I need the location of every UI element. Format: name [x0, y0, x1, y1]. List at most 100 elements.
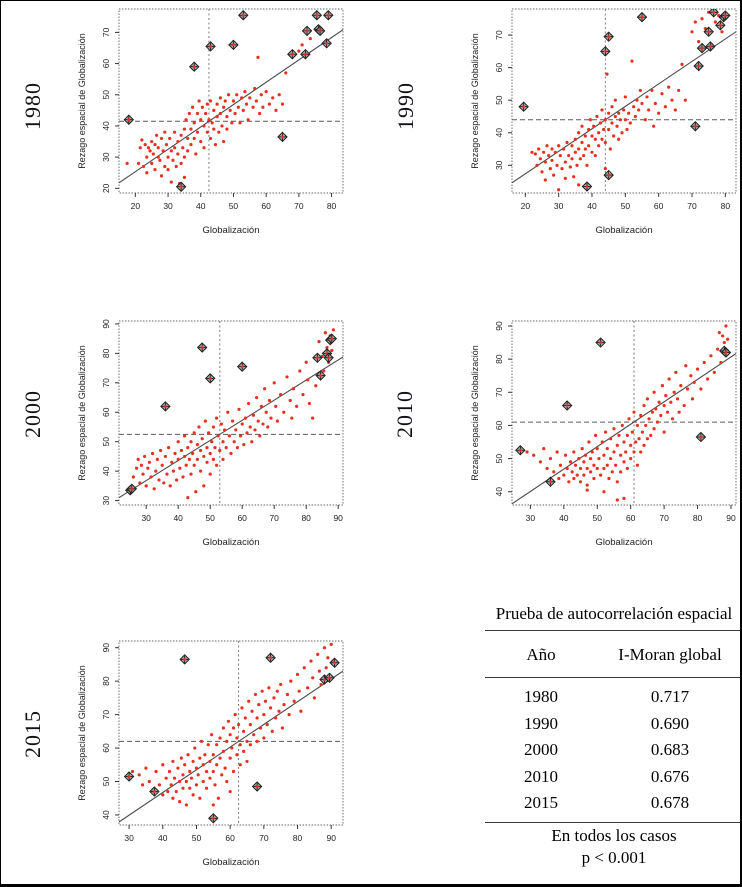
- svg-text:30: 30: [494, 160, 504, 170]
- table-cell-year: 2000: [524, 740, 558, 759]
- table-header-row: Año I-Moran global: [485, 645, 740, 665]
- svg-text:80: 80: [101, 348, 111, 358]
- svg-text:80: 80: [693, 513, 703, 523]
- svg-text:60: 60: [626, 513, 636, 523]
- svg-text:Globalización: Globalización: [202, 225, 259, 236]
- svg-text:50: 50: [101, 437, 111, 447]
- table-row: 2010 0.676: [485, 764, 740, 791]
- svg-text:30: 30: [101, 496, 111, 506]
- table-footer: En todos los casos p < 0.001: [485, 825, 740, 869]
- table-header-value: I-Moran global: [618, 645, 722, 664]
- svg-text:90: 90: [333, 513, 343, 523]
- svg-text:40: 40: [173, 513, 183, 523]
- table-title: Prueba de autocorrelación espacial: [495, 604, 733, 623]
- table-cell-year: 2015: [524, 793, 558, 812]
- svg-text:20: 20: [521, 201, 531, 211]
- svg-text:30: 30: [554, 201, 564, 211]
- scatter-plot-2010: 30 40 50 60 70 80 90 40 50 60 70 80 90 Globalización R…: [464, 313, 740, 557]
- table-rule-top: [485, 630, 740, 631]
- year-label-1980: 1980: [20, 82, 45, 130]
- svg-text:70: 70: [494, 30, 504, 40]
- svg-text:50: 50: [593, 513, 603, 523]
- svg-text:60: 60: [101, 743, 111, 753]
- svg-text:60: 60: [101, 59, 111, 69]
- table-cell-value: 0.690: [650, 713, 690, 733]
- svg-text:50: 50: [494, 95, 504, 105]
- scatter-plot-1990: 20 30 40 50 60 70 80 30 40 50 60 70 Globalización Rez…: [464, 1, 740, 245]
- svg-text:50: 50: [205, 513, 215, 523]
- svg-text:90: 90: [101, 319, 111, 329]
- scatter-plot-2000: 30 40 50 60 70 80 90 30 40 50 60 70 80 90 Globalizació…: [71, 313, 349, 557]
- table-rule-bottom: [485, 821, 740, 823]
- svg-text:60: 60: [494, 420, 504, 430]
- svg-text:90: 90: [101, 643, 111, 653]
- svg-text:60: 60: [101, 407, 111, 417]
- year-label-2010: 2010: [392, 390, 417, 438]
- table-body: 1980 0.717 1990 0.690 2000 0.683 2010 0.…: [485, 684, 740, 817]
- svg-text:Rezago espacial de Globalizaci: Rezago espacial de Globalización: [470, 33, 480, 169]
- svg-text:40: 40: [196, 201, 206, 211]
- svg-text:80: 80: [494, 354, 504, 364]
- svg-text:40: 40: [494, 128, 504, 138]
- table-row: 1990 0.690: [485, 711, 740, 738]
- autocorrelation-table: Prueba de autocorrelación espacial Año I…: [485, 603, 740, 869]
- year-label-2000: 2000: [20, 390, 45, 438]
- table-footer-line2: p < 0.001: [581, 847, 647, 867]
- svg-text:Rezago espacial de Globalizaci: Rezago espacial de Globalización: [470, 345, 480, 481]
- table-cell-value: 0.683: [650, 740, 690, 759]
- svg-text:60: 60: [261, 201, 271, 211]
- svg-text:80: 80: [101, 676, 111, 686]
- svg-text:90: 90: [726, 513, 736, 523]
- svg-text:90: 90: [326, 833, 336, 843]
- svg-text:70: 70: [101, 710, 111, 720]
- svg-text:70: 70: [294, 201, 304, 211]
- svg-text:30: 30: [141, 513, 151, 523]
- svg-text:80: 80: [721, 201, 731, 211]
- svg-text:50: 50: [229, 201, 239, 211]
- svg-text:70: 70: [659, 513, 669, 523]
- svg-text:30: 30: [163, 201, 173, 211]
- table-rule-header: [485, 677, 740, 678]
- svg-text:50: 50: [192, 833, 202, 843]
- svg-text:70: 70: [101, 27, 111, 37]
- svg-text:60: 60: [237, 513, 247, 523]
- svg-text:40: 40: [494, 487, 504, 497]
- table-cell-year: 1990: [524, 713, 558, 733]
- svg-text:Rezago espacial de Globalizaci: Rezago espacial de Globalización: [77, 665, 87, 801]
- svg-text:70: 70: [494, 387, 504, 397]
- svg-text:Globalización: Globalización: [202, 537, 259, 548]
- scatter-plot-2015: 30 40 50 60 70 80 90 40 50 60 70 80 90 Globalización R…: [71, 633, 349, 877]
- table-row: 2015 0.678: [485, 790, 740, 817]
- table-cell-year: 1980: [524, 687, 558, 706]
- svg-text:50: 50: [494, 454, 504, 464]
- svg-text:30: 30: [526, 513, 536, 523]
- year-label-1990: 1990: [393, 82, 418, 130]
- svg-text:Globalización: Globalización: [202, 857, 259, 868]
- svg-text:40: 40: [158, 833, 168, 843]
- table-cell-year: 2010: [524, 766, 558, 786]
- svg-text:80: 80: [327, 201, 337, 211]
- scatter-plot-1980: 20 30 40 50 60 70 80 20 30 40 50 60 70 Globalización R…: [71, 1, 349, 245]
- svg-text:Globalización: Globalización: [595, 537, 652, 548]
- svg-text:20: 20: [131, 201, 141, 211]
- year-label-2015: 2015: [20, 710, 45, 758]
- svg-text:60: 60: [494, 63, 504, 73]
- svg-text:50: 50: [621, 201, 631, 211]
- table-header-year: Año: [526, 645, 556, 664]
- svg-text:80: 80: [301, 513, 311, 523]
- svg-text:Rezago espacial de Globalizaci: Rezago espacial de Globalización: [77, 33, 87, 169]
- svg-text:70: 70: [101, 378, 111, 388]
- svg-text:40: 40: [587, 201, 597, 211]
- svg-text:50: 50: [101, 90, 111, 100]
- table-row: 1980 0.717: [485, 684, 740, 711]
- svg-text:30: 30: [124, 833, 134, 843]
- svg-text:40: 40: [559, 513, 569, 523]
- table-cell-value: 0.717: [650, 687, 690, 706]
- svg-text:Globalización: Globalización: [595, 225, 652, 236]
- svg-text:70: 70: [269, 513, 279, 523]
- table-footer-line1: En todos los casos: [551, 825, 677, 845]
- svg-text:40: 40: [101, 466, 111, 476]
- svg-text:60: 60: [654, 201, 664, 211]
- svg-text:70: 70: [259, 833, 269, 843]
